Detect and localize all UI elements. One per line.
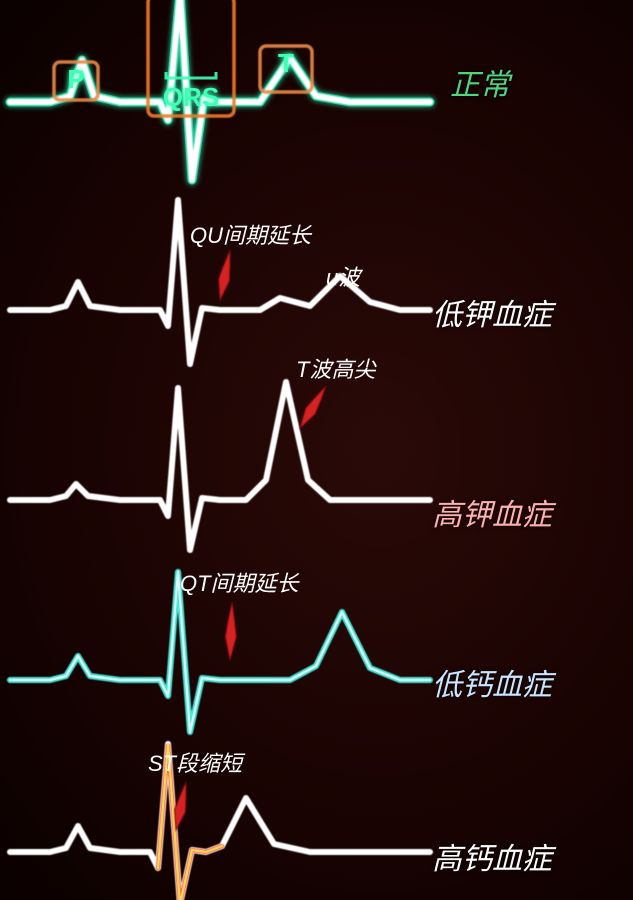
hypercalcemia-label: 高钙血症 bbox=[432, 834, 552, 878]
hypokalemia-annotation: QU间期延长 bbox=[190, 218, 311, 250]
qrs-box-label: QRS bbox=[154, 82, 228, 113]
hyperkalemia-waveform bbox=[10, 382, 430, 550]
p-box-label: P bbox=[54, 64, 98, 95]
hypokalemia-annotation: u波 bbox=[326, 260, 360, 292]
normal-label: 正常 bbox=[450, 60, 510, 104]
hypocalcemia-annotation: QT间期延长 bbox=[180, 566, 299, 598]
hypocalcemia-label: 低钙血症 bbox=[432, 660, 552, 704]
hypokalemia-label: 低钾血症 bbox=[432, 290, 552, 334]
ecg-diagram bbox=[0, 0, 633, 900]
t-box-label: T bbox=[260, 48, 312, 79]
hyperkalemia-label: 高钾血症 bbox=[432, 490, 552, 534]
hyperkalemia-annotation: T波高尖 bbox=[296, 352, 375, 384]
hypercalcemia-annotation: ST段缩短 bbox=[148, 746, 242, 778]
